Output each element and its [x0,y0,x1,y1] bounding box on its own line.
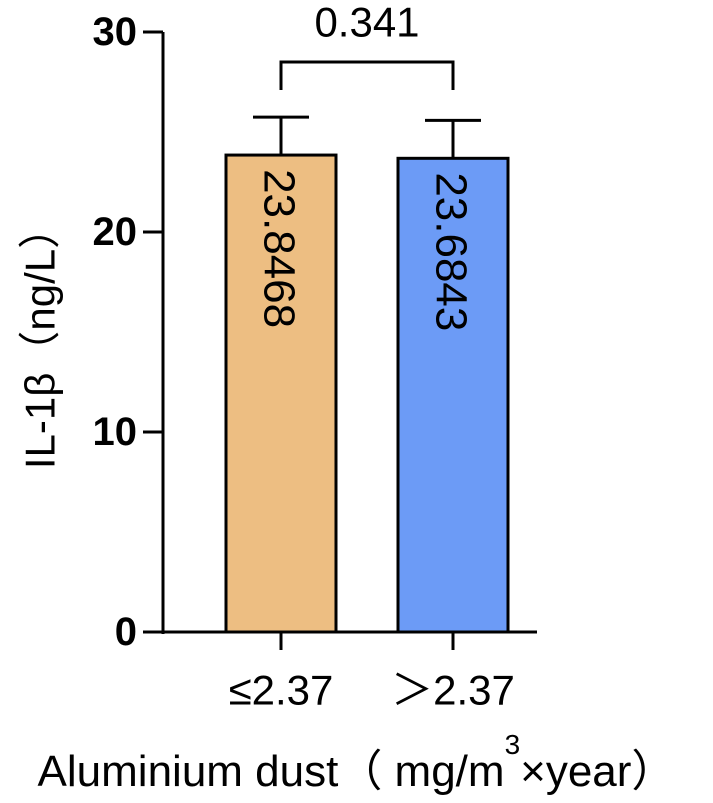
y-axis-title: IL-1β（ng/L） [17,207,64,469]
y-tick-label: 10 [93,410,138,454]
data-label-1: 23.8468 [255,169,304,328]
annotations: 0.341 [279,0,455,90]
data-label-2: 23.6843 [427,172,476,331]
x-axis-title-superscript: 3 [504,729,521,760]
axes: 0 10 20 30 IL-1β（ng/L） ≤2.37 ＞2.37 [17,10,537,714]
comparison-bracket [279,60,455,90]
x-tick-label: ＞2.37 [391,667,515,714]
p-value-label: 0.341 [314,0,419,46]
x-axis-title-prefix: Aluminium dust（ mg/m [37,747,505,796]
y-tick-label: 30 [93,10,138,54]
bars: 23.8468 23.6843 [224,115,510,634]
x-axis-title: Aluminium dust（ mg/m3×year） [0,729,713,799]
x-axis-title-suffix: ×year） [520,747,676,796]
y-tick-label: 20 [93,210,138,254]
y-tick-label: 0 [115,610,137,654]
x-tick-label: ≤2.37 [229,667,334,714]
bar-1 [224,153,338,634]
